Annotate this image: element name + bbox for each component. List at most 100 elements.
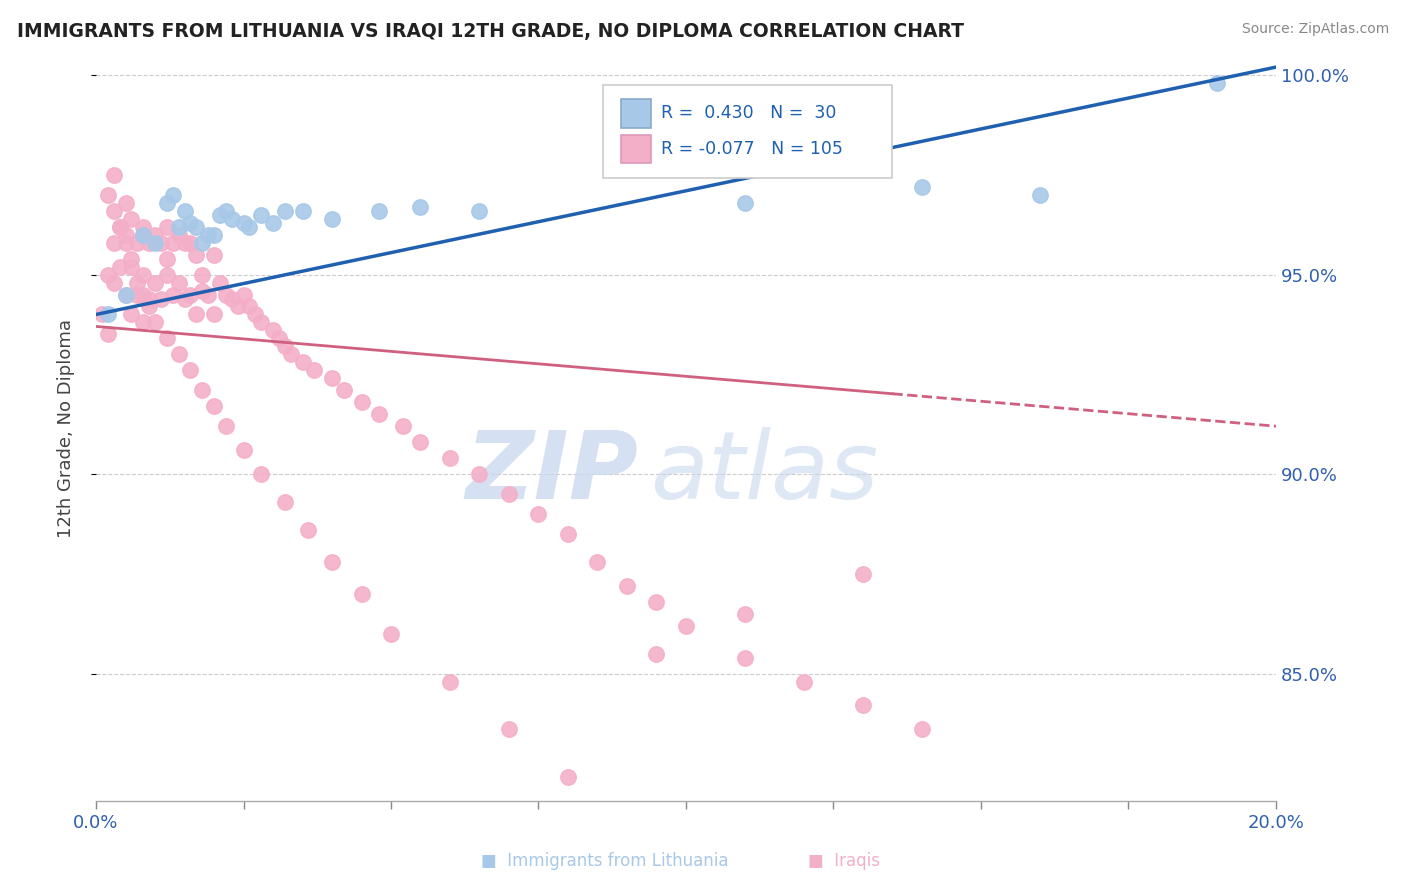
Point xyxy=(250,315,273,329)
Point xyxy=(143,235,166,250)
Point xyxy=(132,268,155,282)
Point xyxy=(734,607,756,621)
Bar xyxy=(621,135,651,163)
Point xyxy=(156,252,179,266)
Point xyxy=(368,407,391,421)
Point xyxy=(645,595,668,609)
Point xyxy=(138,235,160,250)
Point xyxy=(156,195,179,210)
Point xyxy=(250,467,273,481)
Point xyxy=(297,523,319,537)
Point xyxy=(350,587,373,601)
Point xyxy=(114,287,136,301)
Point xyxy=(350,395,373,409)
Point xyxy=(274,495,297,509)
Point xyxy=(108,260,131,274)
Point xyxy=(167,276,190,290)
Point xyxy=(97,268,120,282)
Point xyxy=(186,308,208,322)
Point xyxy=(120,252,142,266)
Point xyxy=(1029,187,1052,202)
Point xyxy=(143,315,166,329)
Point xyxy=(127,235,149,250)
Text: R = -0.077   N = 105: R = -0.077 N = 105 xyxy=(661,140,844,158)
Point xyxy=(127,276,149,290)
Text: ■  Iraqis: ■ Iraqis xyxy=(807,852,880,870)
Point xyxy=(321,211,343,226)
Point xyxy=(291,355,314,369)
Point xyxy=(197,227,219,242)
Point xyxy=(274,339,297,353)
Point xyxy=(215,203,238,218)
Point xyxy=(675,618,697,632)
Point xyxy=(179,287,201,301)
Point xyxy=(232,287,254,301)
Point xyxy=(167,219,190,234)
Point xyxy=(114,227,136,242)
Point xyxy=(108,219,131,234)
Point xyxy=(215,419,238,434)
Point xyxy=(245,308,267,322)
Point xyxy=(103,168,125,182)
Text: atlas: atlas xyxy=(651,427,879,518)
Point xyxy=(143,276,166,290)
Point xyxy=(226,300,249,314)
Point xyxy=(586,555,609,569)
Point xyxy=(616,579,638,593)
Point xyxy=(191,235,214,250)
Point xyxy=(167,227,190,242)
Point xyxy=(149,292,172,306)
Point xyxy=(221,292,243,306)
Point xyxy=(267,331,290,345)
Point xyxy=(734,650,756,665)
Point xyxy=(114,287,136,301)
Point xyxy=(186,219,208,234)
Point xyxy=(114,235,136,250)
Point xyxy=(280,347,302,361)
Point xyxy=(132,287,155,301)
Point xyxy=(138,292,160,306)
Point xyxy=(138,300,160,314)
Point xyxy=(468,467,491,481)
Point xyxy=(97,308,120,322)
Point xyxy=(97,327,120,342)
Text: R =  0.430   N =  30: R = 0.430 N = 30 xyxy=(661,104,837,122)
Point xyxy=(498,487,520,501)
Text: Source: ZipAtlas.com: Source: ZipAtlas.com xyxy=(1241,22,1389,37)
Text: ZIP: ZIP xyxy=(465,427,638,519)
Text: ■  Immigrants from Lithuania: ■ Immigrants from Lithuania xyxy=(481,852,728,870)
Point xyxy=(380,626,402,640)
Point xyxy=(156,219,179,234)
Point xyxy=(439,674,461,689)
Point xyxy=(208,276,231,290)
Point xyxy=(149,235,172,250)
Point xyxy=(97,187,120,202)
Point xyxy=(527,507,550,521)
Point xyxy=(304,363,326,377)
Point xyxy=(221,211,243,226)
Point xyxy=(734,195,756,210)
Point xyxy=(852,566,875,581)
Point xyxy=(262,323,284,337)
Point xyxy=(179,216,201,230)
Text: IMMIGRANTS FROM LITHUANIA VS IRAQI 12TH GRADE, NO DIPLOMA CORRELATION CHART: IMMIGRANTS FROM LITHUANIA VS IRAQI 12TH … xyxy=(17,22,965,41)
Point xyxy=(191,384,214,398)
Point xyxy=(162,187,184,202)
Point xyxy=(439,451,461,466)
Point xyxy=(179,363,201,377)
Point xyxy=(197,287,219,301)
Point xyxy=(557,770,579,784)
Bar xyxy=(621,99,651,128)
Point xyxy=(132,227,155,242)
Point xyxy=(238,219,260,234)
Point xyxy=(215,287,238,301)
Point xyxy=(557,527,579,541)
Point xyxy=(120,211,142,226)
Point xyxy=(167,347,190,361)
Point xyxy=(852,698,875,713)
Point xyxy=(191,284,214,298)
Point xyxy=(202,247,225,261)
Point xyxy=(333,384,356,398)
Point xyxy=(208,208,231,222)
Point xyxy=(120,308,142,322)
